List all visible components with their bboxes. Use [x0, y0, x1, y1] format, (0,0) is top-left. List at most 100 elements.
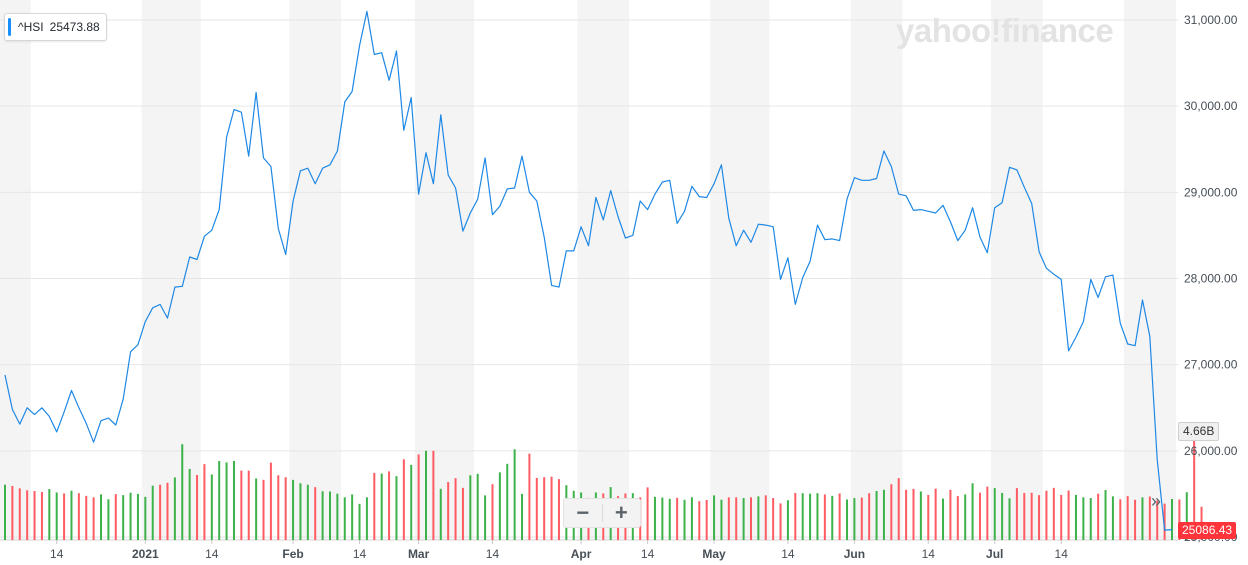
- week-band: [991, 0, 1043, 540]
- volume-bar: [1185, 492, 1188, 540]
- volume-bar: [277, 475, 280, 540]
- volume-bar: [668, 498, 671, 540]
- volume-bar: [1067, 490, 1070, 540]
- volume-bar: [1163, 503, 1166, 540]
- y-tick-label: 29,000.00: [1184, 185, 1238, 199]
- volume-bar: [395, 476, 398, 540]
- x-tick-label: Mar: [408, 547, 430, 561]
- volume-bar: [986, 486, 989, 540]
- x-tick-label: Jul: [986, 547, 1003, 561]
- volume-bar: [247, 470, 250, 540]
- week-band: [289, 0, 342, 540]
- volume-bar: [1023, 492, 1026, 540]
- volume-bar: [1015, 488, 1018, 540]
- volume-bar: [506, 463, 509, 540]
- y-tick-label: 27,000.00: [1184, 358, 1238, 372]
- y-tick-label: 26,000.00: [1184, 444, 1238, 458]
- y-tick-label: 31,000.00: [1184, 13, 1238, 27]
- week-band: [414, 0, 475, 540]
- volume-bar: [809, 493, 812, 540]
- ticker-symbol: ^HSI: [18, 20, 44, 34]
- x-tick-label: Feb: [282, 547, 303, 561]
- week-band: [1123, 0, 1176, 540]
- volume-bar: [425, 450, 428, 540]
- volume-bar: [484, 495, 487, 540]
- volume-bar: [1134, 499, 1137, 540]
- zoom-out-button[interactable]: −: [576, 500, 590, 525]
- volume-bar: [860, 497, 863, 540]
- volume-bar: [1060, 494, 1063, 540]
- volume-bar: [919, 491, 922, 540]
- scroll-right-icon[interactable]: »: [1150, 490, 1161, 511]
- volume-bar: [166, 482, 169, 540]
- volume-bar: [1126, 496, 1129, 540]
- volume-bar: [498, 472, 501, 540]
- volume-bar: [720, 499, 723, 540]
- volume-bar: [151, 485, 154, 540]
- volume-bar: [85, 495, 88, 540]
- volume-bar: [875, 491, 878, 540]
- volume-bar: [1171, 499, 1173, 540]
- price-line: [4, 10, 1173, 531]
- volume-bar: [321, 491, 324, 540]
- volume-bar: [683, 499, 686, 540]
- volume-bar: [1038, 495, 1041, 540]
- x-tick-label: 14: [1055, 547, 1069, 561]
- volume-bar: [447, 482, 450, 540]
- x-tick-label: 14: [205, 547, 219, 561]
- week-band: [710, 0, 770, 540]
- volume-bar: [1178, 499, 1181, 540]
- volume-bar: [1141, 497, 1144, 540]
- volume-bar: [528, 453, 531, 540]
- volume-bar: [912, 488, 915, 540]
- volume-bar: [801, 493, 804, 540]
- volume-bar: [129, 492, 132, 540]
- x-tick-label: 2021: [132, 547, 159, 561]
- zoom-in-button[interactable]: +: [614, 500, 628, 525]
- volume-bar: [1052, 487, 1055, 540]
- volume-bar: [1001, 492, 1004, 540]
- ticker-legend[interactable]: ^HSI 25473.88: [4, 13, 107, 41]
- week-band: [850, 0, 903, 540]
- volume-bar: [1030, 492, 1033, 540]
- volume-bar: [779, 503, 782, 540]
- volume-bar: [676, 497, 679, 540]
- volume-bar: [173, 477, 176, 540]
- volume-bar: [535, 477, 538, 540]
- volume-bar: [978, 492, 981, 540]
- volume-bar: [942, 498, 945, 540]
- x-tick-label: Jun: [844, 547, 865, 561]
- volume-bar: [328, 491, 331, 540]
- volume-bar: [33, 491, 36, 540]
- last-price-label: 25086.43: [1178, 522, 1237, 539]
- volume-bar: [380, 473, 383, 540]
- volume-bar: [269, 462, 272, 540]
- volume-bar: [454, 478, 457, 540]
- volume-bar: [964, 494, 967, 540]
- volume-bar: [1045, 490, 1048, 540]
- volume-bar: [956, 496, 959, 540]
- volume-bar: [26, 490, 29, 540]
- volume-bar: [388, 471, 391, 540]
- volume-bar: [646, 487, 649, 540]
- volume-bar: [1008, 498, 1011, 540]
- volume-bar: [897, 478, 900, 540]
- volume-bar: [402, 459, 405, 540]
- volume-bar: [890, 484, 893, 540]
- volume-bar: [550, 476, 553, 540]
- volume-bar: [491, 484, 494, 540]
- volume-bar: [292, 479, 295, 540]
- volume-bar: [713, 495, 716, 540]
- volume-bar: [727, 497, 730, 540]
- volume-bar: [439, 488, 442, 540]
- volume-bar: [838, 493, 841, 540]
- volume-bar: [55, 492, 58, 540]
- volume-bar: [373, 472, 376, 540]
- volume-bar: [417, 454, 420, 540]
- volume-bar: [823, 494, 826, 540]
- x-tick-label: 14: [922, 547, 936, 561]
- volume-bar: [772, 498, 775, 540]
- x-tick-label: 14: [353, 547, 367, 561]
- volume-bar: [543, 477, 546, 540]
